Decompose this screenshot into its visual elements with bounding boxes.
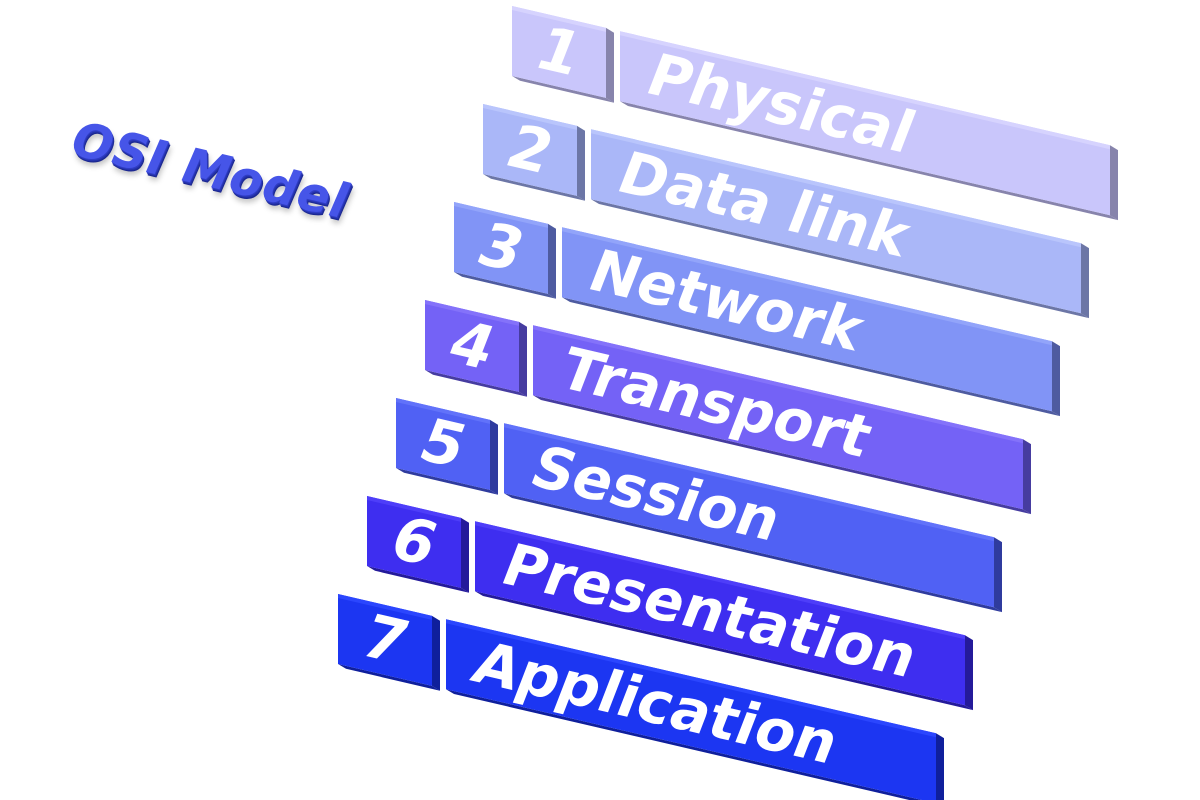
layer-name-box-bottom xyxy=(562,297,1060,417)
layer-name-box-bottom xyxy=(620,101,1118,221)
layer-name-box-face xyxy=(591,129,1081,314)
layer-name-box-side xyxy=(936,733,944,800)
layer-name-box-side xyxy=(994,537,1002,613)
layer-number-box-face xyxy=(512,6,606,98)
layer-name-box-bottom xyxy=(504,493,1002,613)
layer-name-box-face xyxy=(475,521,965,706)
layer-number-box-highlight xyxy=(367,496,461,522)
layer-name: Session xyxy=(522,433,791,554)
layer-name-box-bottom xyxy=(446,689,922,800)
layer-number-box-highlight xyxy=(454,202,548,228)
layer-name-box-face xyxy=(562,227,1052,412)
layer-number-box-bottom xyxy=(425,370,527,397)
layer-number-box-face xyxy=(454,202,548,294)
layer-name-box-face xyxy=(533,325,1023,510)
layer-number-box-face xyxy=(338,594,432,686)
layer-name-box-highlight xyxy=(562,227,1052,346)
layer-number-box-bottom xyxy=(396,468,498,495)
layer-number-box-bottom xyxy=(338,664,440,691)
layer-number-box-side xyxy=(548,223,556,299)
layer-name-box-side xyxy=(1110,145,1118,221)
layer-number-box-highlight xyxy=(425,300,519,326)
layer-number-box-face xyxy=(367,496,461,588)
osi-layer-5: 5 Session xyxy=(396,398,1002,613)
layer-number-box-bottom xyxy=(367,566,469,593)
layer-number-box-side xyxy=(461,517,469,593)
layer-number-box-side xyxy=(490,419,498,495)
layer-number-box-highlight xyxy=(396,398,490,424)
layer-name-box-side xyxy=(965,635,973,711)
layer-number-box-highlight xyxy=(338,594,432,620)
layer-number-box-highlight xyxy=(512,6,606,32)
layer-number-box-side xyxy=(577,125,585,201)
osi-layer-3: 3 Network xyxy=(454,202,1060,417)
layer-number-box-bottom xyxy=(483,174,585,201)
layer-number-box-bottom xyxy=(512,76,614,103)
layer-number-box-face xyxy=(396,398,490,490)
layer-name-box-highlight xyxy=(475,521,965,640)
layer-name-box-highlight xyxy=(504,423,994,542)
layer-number-box-highlight xyxy=(483,104,577,130)
layer-name-box-side xyxy=(1052,341,1060,417)
layer-name-box-highlight xyxy=(591,129,1081,248)
layer-number-box-bottom xyxy=(454,272,556,299)
layer-name-box-face xyxy=(446,619,936,800)
layer-name-box-face xyxy=(620,31,1110,216)
layer-number-box-side xyxy=(606,27,614,103)
layer-number-box-face xyxy=(425,300,519,392)
layer-name-box-highlight xyxy=(620,31,1110,150)
layer-number-box-side xyxy=(519,321,527,397)
layer-name-box-highlight xyxy=(533,325,1023,444)
layer-name-box-bottom xyxy=(475,591,973,711)
layer-name-box-bottom xyxy=(533,395,1031,515)
layer-name-box-side xyxy=(1081,243,1089,319)
layer-name-box-highlight xyxy=(446,619,936,738)
layer-number-box-side xyxy=(432,615,440,691)
layer-name-box-face xyxy=(504,423,994,608)
layer-name-box-side xyxy=(1023,439,1031,515)
layer-number-box-face xyxy=(483,104,577,196)
layer-name: Physical xyxy=(638,41,925,166)
layer-name-box-bottom xyxy=(591,199,1089,319)
